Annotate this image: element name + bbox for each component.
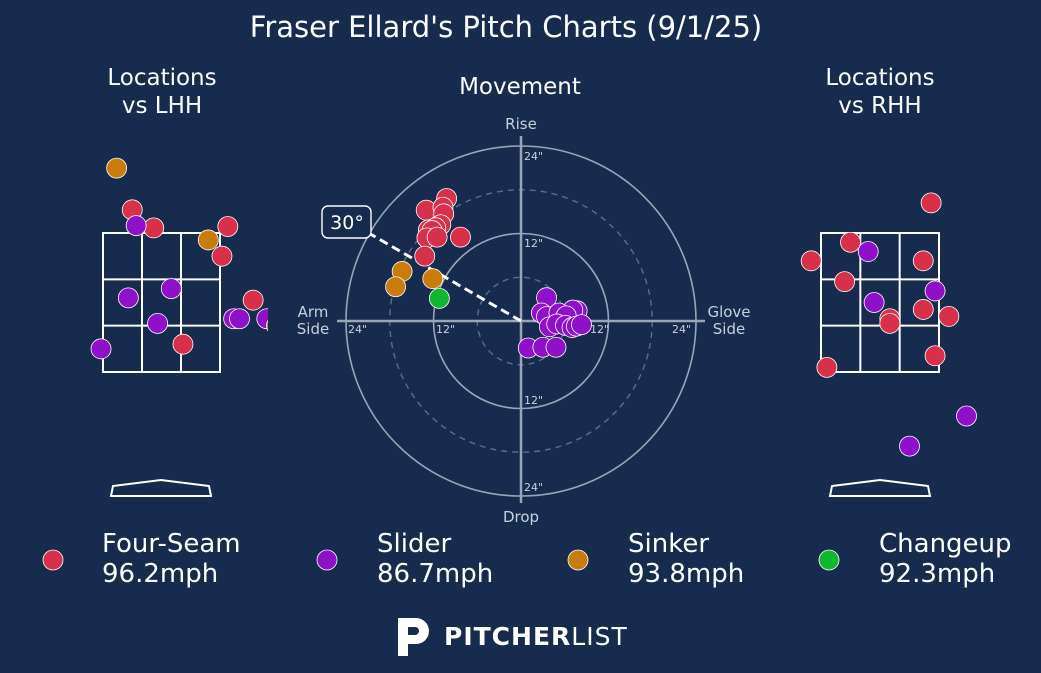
rhh-point-four-seam [912,250,934,272]
lhh-point-sinker [106,157,128,179]
ring-label-top-24: 24" [524,150,543,163]
axis-label-rise: Rise [505,115,537,133]
lhh-point-four-seam [242,289,264,311]
rhh-point-four-seam [924,345,946,367]
rhh-point-four-seam [816,356,838,378]
arm-angle-line [368,232,522,323]
movement-point-four-seam [426,226,448,248]
ring-label-right-12: 12" [590,323,609,336]
lhh-point-slider [125,215,147,236]
legend-four-seam-velo: 96.2mph [102,559,219,589]
lhh-point-sinker [197,229,219,251]
arm-angle-label: 30° [330,212,364,234]
logo-brand-bold: PITCHER [444,622,572,651]
rhh-point-four-seam [834,271,855,293]
movement-point-sinker [422,268,444,290]
legend-slider-pitch: Slider [377,529,452,559]
legend-changeup: Changeup 92.3mph [879,529,1012,589]
axis-label-glove-side-1: Glove [707,303,750,321]
movement-point-four-seam [414,245,436,267]
rhh-point-four-seam [840,231,861,253]
rhh-point-four-seam [938,305,960,327]
lhh-point-four-seam [172,333,194,355]
rhh-point-four-seam [879,312,901,334]
movement-point-changeup [428,287,450,309]
legend-marker-changeup [818,549,840,571]
lhh-point-four-seam [211,245,233,267]
rhh-point-slider [956,405,977,427]
ring-label-bottom-12: 12" [524,394,543,407]
ring-label-left-24: 24" [348,323,367,336]
movement-point-slider [545,336,567,358]
legend-marker-slider [316,549,338,571]
movement-point-slider [571,314,592,336]
legend-slider: Slider 86.7mph [377,529,493,589]
lhh-point-sinker [266,319,268,332]
chart-title: Fraser Ellard's Pitch Charts (9/1/25) [249,10,763,44]
legend-marker-four-seam [42,549,64,571]
rhh-zone-border [820,232,940,373]
legend-slider-velo: 86.7mph [377,559,494,589]
arm-angle-box [321,205,372,239]
ring-label-right-24: 24" [672,323,691,336]
rhh-point-slider [857,241,879,262]
legend-sinker: Sinker 93.8mph [628,529,744,589]
ring-label-bottom-24: 24" [524,481,543,494]
movement-point-sinker [385,276,406,298]
logo-brand-light: LIST [571,622,628,651]
legend-four-seam-pitch: Four-Seam [102,529,241,559]
lhh-point-four-seam [217,216,239,237]
lhh-clip-group [90,157,268,360]
legend-sinker-pitch: Sinker [628,529,710,559]
movement-points [385,188,592,359]
legend-four-seam: Four-Seam 96.2mph [102,529,241,589]
axis-label-glove-side-2: Side [713,320,745,338]
rhh-home-plate [828,478,932,497]
rhh-point-slider [863,292,885,313]
axis-label-arm-side-2: Side [297,320,329,338]
lhh-point-slider [229,308,250,330]
pitcherlist-p-icon [398,618,429,656]
rhh-points [800,192,977,457]
movement-title: Movement [459,74,581,100]
rhh-point-slider [899,435,920,457]
locations-rhh-title: Locations vs RHH [825,65,935,119]
lhh-point-slider [160,278,182,300]
axis-label-arm-side-1: Arm [298,303,329,321]
lhh-point-slider [117,287,139,309]
legend-sinker-velo: 93.8mph [628,559,745,589]
ring-label-top-12: 12" [524,237,543,250]
rhh-point-four-seam [800,250,822,272]
axis-label-drop: Drop [503,508,539,526]
lhh-home-plate [109,478,213,497]
rhh-point-slider [924,280,946,302]
lhh-point-slider [147,312,169,334]
legend-changeup-pitch: Changeup [879,529,1012,559]
movement-point-four-seam [450,226,471,248]
rhh-point-four-seam [912,299,934,320]
legend-marker-sinker [567,549,589,571]
legend-changeup-velo: 92.3mph [879,559,996,589]
rhh-point-four-seam [920,192,942,214]
ring-label-left-12: 12" [436,323,455,336]
lhh-point-slider [90,338,112,360]
locations-lhh-title: Locations vs LHH [107,65,217,119]
lhh-points [90,157,268,360]
pitcherlist-logo: PITCHERLIST [394,614,634,658]
